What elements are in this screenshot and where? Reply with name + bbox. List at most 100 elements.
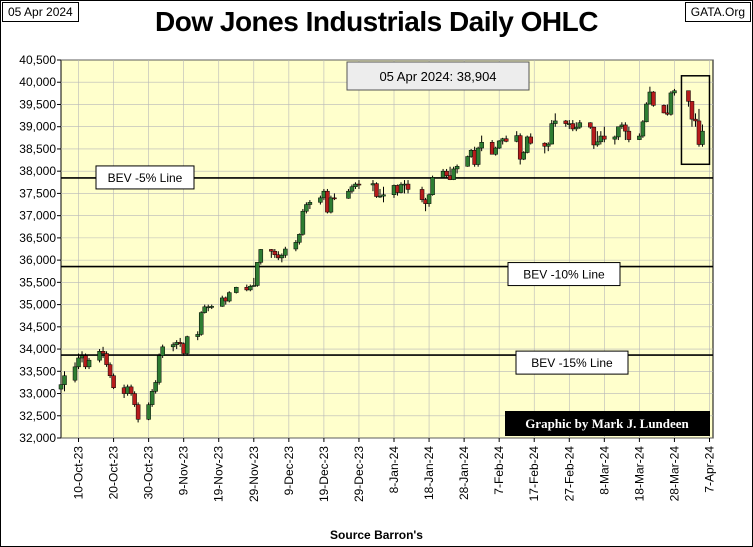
candle-body <box>405 183 411 190</box>
y-tick-label: 36,500 <box>19 231 56 245</box>
candle-body <box>86 359 92 368</box>
candle-body <box>300 210 306 235</box>
candle-body <box>602 135 607 140</box>
bev-line-label: BEV -10% Line <box>523 268 605 282</box>
y-tick-label: 40,500 <box>19 53 56 67</box>
candle-body <box>644 103 649 123</box>
x-tick-label: 29-Nov-23 <box>247 446 261 502</box>
candle-body <box>307 202 313 205</box>
candle-body <box>293 242 299 250</box>
x-tick-label: 7-Apr-24 <box>702 446 716 493</box>
candle-body <box>570 123 576 130</box>
candle-body <box>149 391 155 405</box>
candle-body <box>528 136 533 144</box>
candle-body <box>202 306 207 313</box>
y-tick-label: 39,500 <box>19 97 56 111</box>
y-tick-label: 32,500 <box>19 409 56 423</box>
candle-body <box>111 375 116 388</box>
candle-body <box>451 168 456 180</box>
date-label: 05 Apr 2024 <box>2 2 79 22</box>
candle-body <box>521 152 526 160</box>
y-tick-label: 39,000 <box>19 120 56 134</box>
x-tick-label: 7-Feb-24 <box>492 446 506 495</box>
candle-body <box>153 382 158 392</box>
x-tick-label: 17-Feb-24 <box>527 446 541 502</box>
x-tick-label: 8-Mar-24 <box>597 446 611 495</box>
y-tick-label: 32,000 <box>19 431 56 445</box>
y-tick-label: 35,000 <box>19 298 56 312</box>
x-tick-label: 27-Feb-24 <box>562 446 576 502</box>
candle-body <box>62 375 67 385</box>
y-tick-label: 35,500 <box>19 275 56 289</box>
candle-body <box>637 135 642 140</box>
candle-body <box>689 101 695 120</box>
candle-body <box>672 90 677 94</box>
candle-body <box>426 194 432 204</box>
candle-body <box>170 344 176 348</box>
candle-body <box>177 342 183 344</box>
x-tick-label: 10-Oct-23 <box>72 446 86 500</box>
candle-body <box>668 92 674 115</box>
y-tick-label: 33,000 <box>19 387 56 401</box>
candle-body <box>398 184 404 193</box>
x-tick-label: 28-Mar-24 <box>667 446 681 502</box>
y-tick-label: 37,500 <box>19 186 56 200</box>
candle-body <box>353 183 358 187</box>
candle-body <box>255 262 260 286</box>
x-tick-label: 18-Jan-24 <box>422 446 436 500</box>
candle-body <box>97 351 102 361</box>
candle-body <box>475 147 481 165</box>
y-tick-label: 38,500 <box>19 142 56 156</box>
candle-body <box>588 122 593 128</box>
y-tick-label: 37,000 <box>19 209 56 223</box>
candle-body <box>553 120 558 124</box>
candle-body <box>209 306 214 308</box>
candle-body <box>612 136 618 140</box>
x-tick-label: 19-Dec-23 <box>317 446 331 502</box>
candle-body <box>304 204 309 212</box>
candle-body <box>248 286 253 291</box>
candle-body <box>135 404 141 420</box>
candle-body <box>651 91 656 106</box>
candle-body <box>100 351 106 354</box>
candle-body <box>686 90 691 102</box>
x-tick-label: 20-Oct-23 <box>107 446 121 500</box>
candle-body <box>234 286 239 293</box>
candle-body <box>128 386 134 394</box>
candle-body <box>493 147 498 155</box>
candle-body <box>198 312 204 335</box>
candle-body <box>160 346 165 356</box>
candle-body <box>272 250 278 256</box>
x-tick-label: 8-Jan-24 <box>387 446 401 494</box>
x-tick-label: 29-Dec-23 <box>352 446 366 502</box>
candle-body <box>479 142 484 149</box>
x-axis-label: Source Barron's <box>330 528 423 542</box>
y-tick-label: 34,500 <box>19 320 56 334</box>
candle-body <box>349 186 355 192</box>
candle-body <box>297 234 302 243</box>
candle-body <box>58 384 64 390</box>
x-tick-label: 28-Jan-24 <box>457 446 471 500</box>
candle-body <box>318 197 323 203</box>
candle-body <box>419 189 425 200</box>
candle-body <box>454 166 460 170</box>
candle-body <box>328 197 334 213</box>
candle-body <box>251 285 257 287</box>
candle-body <box>616 126 621 138</box>
candle-body <box>626 130 632 140</box>
candle-body <box>524 136 530 153</box>
candle-body <box>156 355 162 383</box>
credit-box <box>505 411 710 436</box>
candle-body <box>381 194 386 197</box>
candle-body <box>444 170 449 176</box>
candle-body <box>104 353 109 365</box>
candle-body <box>545 143 551 147</box>
x-tick-label: 9-Nov-23 <box>177 446 191 496</box>
candle-body <box>332 197 337 200</box>
candle-body <box>76 357 81 368</box>
x-tick-label: 18-Mar-24 <box>632 446 646 502</box>
chart-title: Dow Jones Industrials Daily OHLC <box>155 6 598 37</box>
candle-body <box>595 141 600 146</box>
candle-body <box>377 195 383 198</box>
